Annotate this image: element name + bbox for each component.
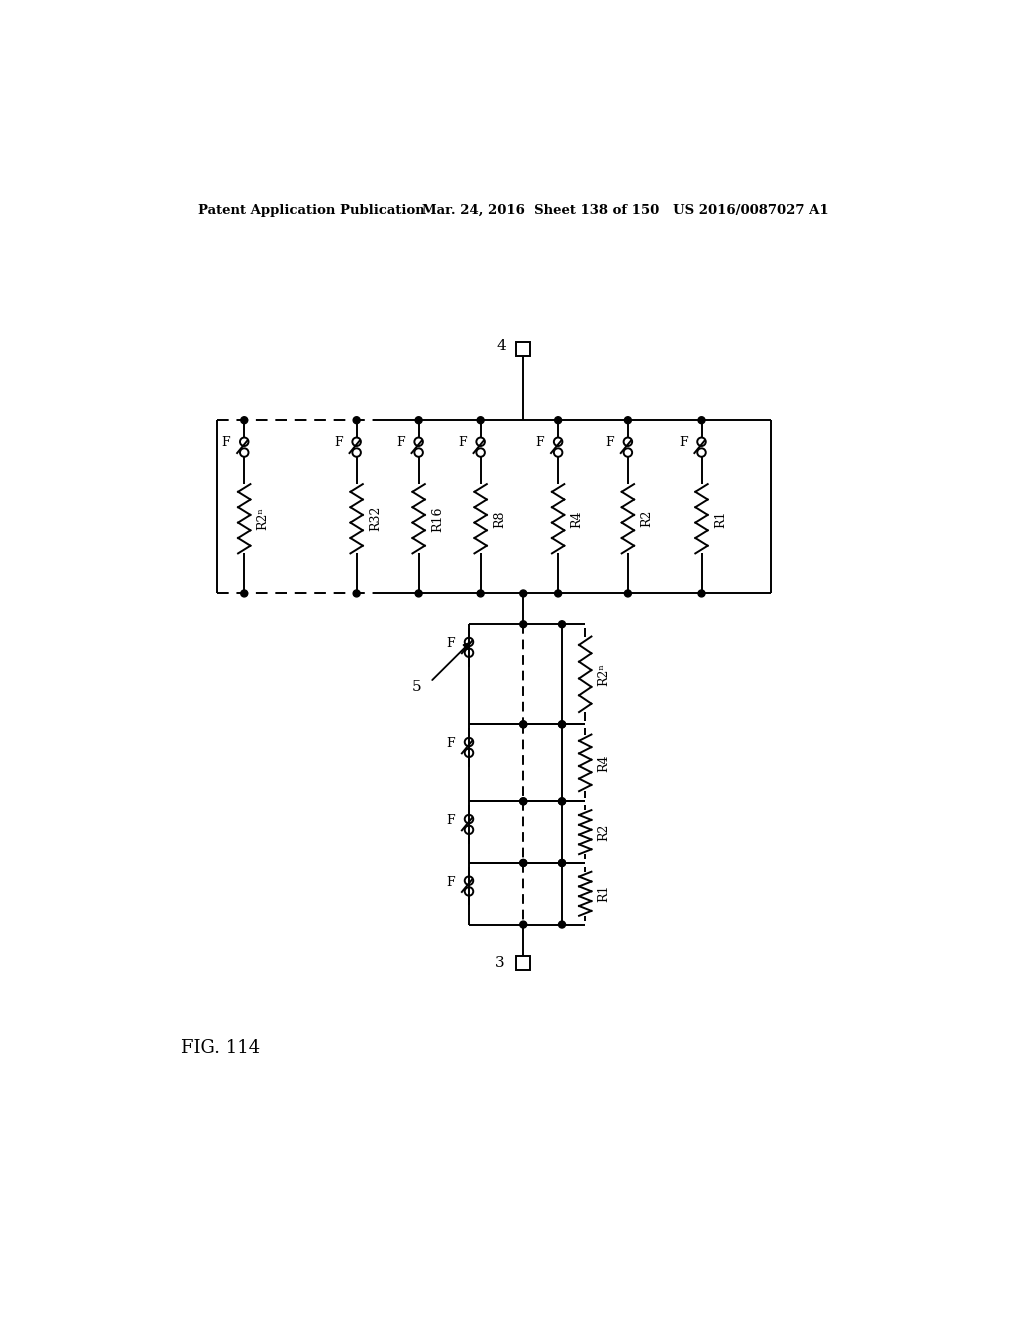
Circle shape [558, 797, 565, 805]
Text: R2: R2 [598, 824, 610, 841]
Text: R1: R1 [598, 884, 610, 903]
Text: R4: R4 [570, 510, 584, 528]
Text: FIG. 114: FIG. 114 [180, 1039, 260, 1057]
Text: R32: R32 [369, 506, 382, 532]
Circle shape [520, 797, 526, 805]
Text: R8: R8 [493, 510, 506, 528]
Circle shape [415, 417, 422, 424]
Text: F: F [396, 436, 404, 449]
Circle shape [558, 921, 565, 928]
Circle shape [625, 417, 632, 424]
Text: F: F [221, 436, 230, 449]
Circle shape [353, 417, 360, 424]
Circle shape [520, 921, 526, 928]
Circle shape [558, 721, 565, 727]
Circle shape [520, 859, 526, 866]
Circle shape [520, 721, 526, 727]
Circle shape [558, 620, 565, 628]
Text: R2: R2 [640, 510, 653, 528]
Text: F: F [446, 814, 455, 828]
Text: F: F [446, 875, 455, 888]
Text: 3: 3 [495, 956, 505, 970]
Text: R1: R1 [714, 510, 727, 528]
Text: F: F [605, 436, 614, 449]
Text: F: F [446, 638, 455, 649]
Circle shape [698, 417, 705, 424]
Circle shape [558, 859, 565, 866]
Circle shape [241, 417, 248, 424]
Text: F: F [446, 737, 455, 750]
Circle shape [520, 859, 526, 866]
Text: R2ⁿ: R2ⁿ [598, 663, 610, 685]
Circle shape [241, 590, 248, 597]
Text: R16: R16 [431, 506, 444, 532]
Text: 5: 5 [412, 680, 421, 693]
Text: R4: R4 [598, 754, 610, 772]
Bar [516, 342, 530, 356]
Circle shape [477, 590, 484, 597]
Circle shape [520, 797, 526, 805]
Circle shape [698, 590, 705, 597]
Text: 4: 4 [497, 339, 506, 354]
Text: Patent Application Publication: Patent Application Publication [198, 205, 425, 218]
Text: F: F [334, 436, 343, 449]
Circle shape [558, 859, 565, 866]
Circle shape [625, 590, 632, 597]
Circle shape [558, 797, 565, 805]
Bar [516, 956, 530, 970]
Text: F: F [679, 436, 687, 449]
Circle shape [555, 417, 561, 424]
Text: R2ⁿ: R2ⁿ [257, 507, 269, 531]
Circle shape [477, 417, 484, 424]
Circle shape [353, 590, 360, 597]
Text: F: F [458, 436, 467, 449]
Circle shape [555, 590, 561, 597]
Text: F: F [536, 436, 544, 449]
Circle shape [558, 721, 565, 727]
Text: Mar. 24, 2016  Sheet 138 of 150   US 2016/0087027 A1: Mar. 24, 2016 Sheet 138 of 150 US 2016/0… [423, 205, 829, 218]
Circle shape [520, 590, 526, 597]
Circle shape [520, 620, 526, 628]
Circle shape [520, 721, 526, 727]
Circle shape [415, 590, 422, 597]
